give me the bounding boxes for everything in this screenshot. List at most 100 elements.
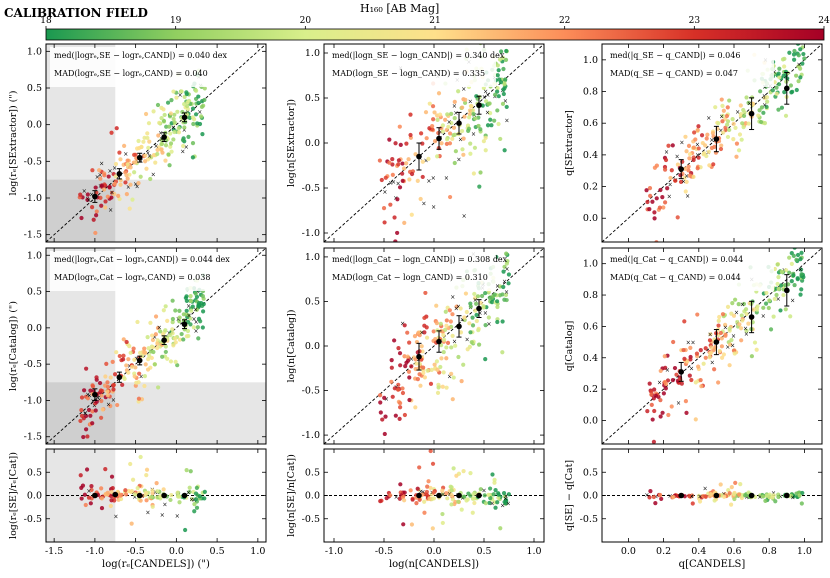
- scatter-point: [425, 484, 430, 489]
- scatter-cross: ×: [127, 363, 132, 370]
- scatter-point: [500, 292, 505, 297]
- scatter-cross: ×: [171, 124, 176, 131]
- annotation-box: [50, 47, 218, 87]
- scatter-point: [187, 485, 192, 490]
- scatter-point: [108, 375, 113, 380]
- scatter-point: [737, 322, 742, 327]
- binned-median-point: [436, 492, 442, 499]
- scatter-point: [163, 349, 168, 355]
- scatter-point: [158, 329, 163, 334]
- scatter-point: [691, 145, 696, 150]
- scatter-point: [156, 385, 161, 390]
- scatter-point: [731, 121, 736, 126]
- binned-median-point: [476, 305, 482, 312]
- scatter-point: [483, 135, 488, 140]
- scatter-point: [720, 130, 726, 135]
- scatter-point: [483, 501, 488, 506]
- scatter-cross: ×: [145, 150, 150, 157]
- scatter-point: [653, 500, 658, 506]
- scatter-point: [474, 312, 479, 318]
- scatter-point: [402, 412, 408, 418]
- scatter-point: [730, 116, 735, 122]
- scatter-point: [160, 354, 165, 359]
- scatter-cross: ×: [450, 294, 455, 301]
- scatter-point: [407, 177, 412, 182]
- scatter-point: [503, 77, 508, 82]
- scatter-point: [459, 379, 464, 384]
- scatter-point: [764, 95, 770, 100]
- scatter-point: [472, 145, 478, 150]
- scatter-point: [741, 124, 746, 130]
- scatter-point: [696, 155, 701, 160]
- scatter-point: [495, 89, 500, 94]
- scatter-point: [393, 239, 398, 242]
- scatter-point: [462, 315, 467, 320]
- scatter-cross: ×: [111, 397, 116, 404]
- scatter-point: [184, 298, 189, 303]
- scatter-point: [93, 185, 98, 190]
- scatter-cross: ×: [444, 175, 449, 182]
- scatter-point: [194, 294, 200, 299]
- scatter-point: [97, 380, 103, 386]
- scatter-cross: ×: [384, 396, 389, 403]
- scatter-point: [679, 381, 684, 386]
- scatter-point: [705, 132, 710, 137]
- scatter-point: [716, 318, 721, 323]
- scatter-point: [746, 100, 751, 105]
- scatter-point: [150, 337, 156, 343]
- scatter-point: [407, 375, 412, 380]
- scatter-point: [402, 323, 407, 328]
- scatter-point: [389, 379, 394, 384]
- scatter-point: [117, 196, 122, 202]
- scatter-point: [506, 272, 512, 277]
- scatter-cross: ×: [471, 131, 476, 138]
- scatter-point: [173, 308, 178, 313]
- annotation-line: MAD(q_SE − q_CAND) = 0.047: [610, 69, 738, 78]
- scatter-point: [175, 363, 180, 368]
- scatter-point: [481, 85, 486, 91]
- annotation-line: MAD(logrₑ,Cat − logrₑ,CAND) = 0.038: [54, 273, 210, 282]
- scatter-point: [436, 130, 441, 136]
- scatter-point: [774, 292, 779, 298]
- y-axis-label: q[SExtractor]: [564, 110, 575, 176]
- scatter-cross: ×: [734, 309, 739, 316]
- panel-n-se: ×××××××××××××××××××××××××××××××××××××××m…: [286, 43, 545, 243]
- scatter-point: [170, 319, 175, 325]
- scatter-point: [495, 73, 500, 78]
- scatter-point: [703, 355, 708, 360]
- y-tick-label: 0.0: [583, 415, 598, 426]
- scatter-point: [703, 346, 708, 351]
- scatter-cross: ×: [83, 410, 88, 417]
- scatter-point: [647, 495, 652, 500]
- one-to-one-line: [324, 44, 544, 242]
- scatter-point: [686, 143, 692, 148]
- panel-plot-area: ×××××××××××××××: [324, 449, 544, 531]
- scatter-point: [669, 404, 674, 409]
- scatter-point: [781, 292, 786, 298]
- scatter-point: [94, 375, 99, 380]
- scatter-point: [727, 363, 732, 368]
- scatter-point: [137, 350, 143, 355]
- scatter-point: [703, 494, 708, 499]
- scatter-point: [461, 362, 466, 367]
- scatter-cross: ×: [86, 488, 91, 495]
- scatter-point: [447, 194, 453, 200]
- scatter-cross: ×: [667, 193, 672, 200]
- scatter-point: [105, 393, 110, 398]
- scatter-point: [384, 496, 389, 501]
- scatter-point: [464, 498, 469, 503]
- scatter-point: [734, 141, 740, 146]
- scatter-point: [99, 486, 104, 491]
- scatter-point: [128, 350, 133, 355]
- scatter-point: [469, 104, 474, 109]
- scatter-point: [799, 501, 804, 506]
- scatter-point: [445, 340, 451, 345]
- scatter-point: [710, 131, 715, 136]
- scatter-point: [190, 106, 196, 111]
- scatter-point: [130, 477, 136, 482]
- annotation-box: [606, 47, 774, 87]
- scatter-cross: ×: [89, 191, 94, 198]
- scatter-cross: ×: [689, 493, 694, 500]
- scatter-point: [437, 112, 443, 117]
- scatter-point: [450, 397, 455, 402]
